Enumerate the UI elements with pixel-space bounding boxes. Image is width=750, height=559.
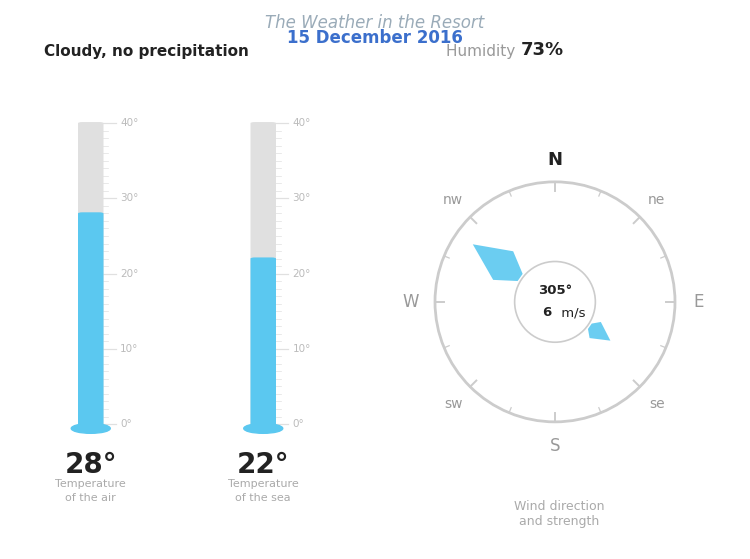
Text: 73%: 73% (521, 41, 564, 59)
Circle shape (71, 424, 110, 433)
Text: W: W (403, 293, 419, 311)
Text: 30°: 30° (120, 193, 138, 203)
Text: 28°: 28° (64, 452, 117, 480)
FancyBboxPatch shape (78, 212, 104, 425)
Text: 20°: 20° (292, 269, 310, 278)
Polygon shape (472, 244, 523, 281)
Text: N: N (548, 151, 562, 169)
FancyBboxPatch shape (251, 258, 276, 425)
Text: nw: nw (443, 193, 464, 207)
Text: 0°: 0° (120, 419, 132, 429)
Text: 22°: 22° (237, 452, 290, 480)
Text: 20°: 20° (120, 269, 138, 278)
Polygon shape (588, 322, 610, 340)
Text: 30°: 30° (292, 193, 310, 203)
Text: sw: sw (444, 397, 463, 411)
Text: 10°: 10° (292, 344, 310, 354)
FancyBboxPatch shape (251, 122, 276, 425)
Text: 10°: 10° (120, 344, 138, 354)
Text: Temperature: Temperature (228, 479, 298, 489)
Text: Temperature: Temperature (56, 479, 126, 489)
Text: Humidity: Humidity (446, 44, 520, 59)
Text: 305°: 305° (538, 285, 572, 297)
Text: ne: ne (648, 193, 665, 207)
Text: Wind direction
and strength: Wind direction and strength (514, 500, 604, 528)
Text: 15 December 2016: 15 December 2016 (287, 29, 463, 47)
Text: Cloudy, no precipitation: Cloudy, no precipitation (44, 44, 249, 59)
Text: 40°: 40° (120, 118, 138, 128)
Text: m/s: m/s (557, 306, 586, 319)
FancyBboxPatch shape (78, 122, 104, 425)
Text: The Weather in the Resort: The Weather in the Resort (266, 14, 484, 32)
Text: of the air: of the air (65, 492, 116, 503)
Text: 40°: 40° (292, 118, 310, 128)
Circle shape (514, 262, 596, 342)
Text: 0°: 0° (292, 419, 304, 429)
Text: se: se (649, 397, 664, 411)
Text: 6: 6 (542, 306, 551, 319)
Circle shape (244, 424, 283, 433)
Text: E: E (694, 293, 704, 311)
Text: S: S (550, 437, 560, 455)
Text: of the sea: of the sea (236, 492, 291, 503)
